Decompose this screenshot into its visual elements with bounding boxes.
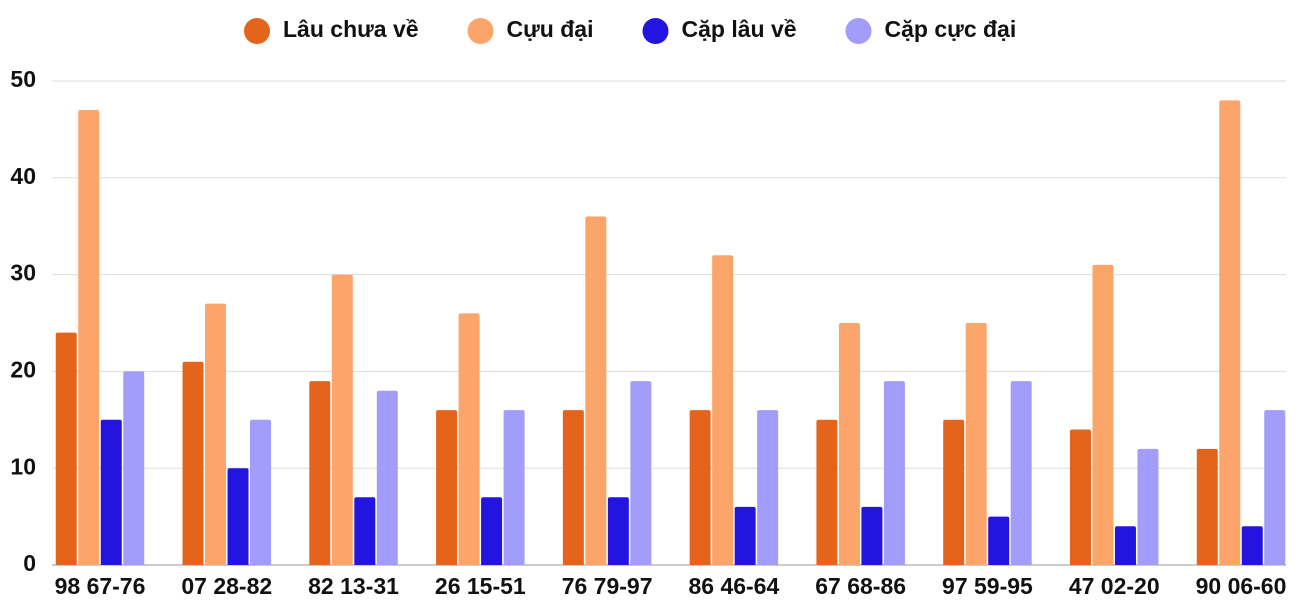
x-tick-label: 47 02-20 <box>1069 573 1160 599</box>
bar <box>689 410 711 565</box>
bar <box>1010 381 1032 565</box>
bar <box>585 216 607 565</box>
y-tick-label: 20 <box>10 356 36 382</box>
bar <box>1137 448 1159 565</box>
x-tick-label: 98 67-76 <box>55 573 146 599</box>
bar <box>861 506 883 565</box>
bar <box>503 410 525 565</box>
bar <box>734 506 756 565</box>
x-tick-label: 86 46-64 <box>688 573 779 599</box>
bar <box>1114 526 1136 565</box>
bar <box>309 381 331 565</box>
legend-marker <box>845 18 872 44</box>
legend-label: Cặp lâu về <box>681 16 796 42</box>
legend-label: Lâu chưa về <box>283 16 419 42</box>
y-tick-label: 0 <box>23 550 36 576</box>
bar <box>227 468 249 565</box>
bar <box>78 110 100 565</box>
legend-marker <box>467 18 494 44</box>
bar <box>1264 410 1286 565</box>
x-tick-label: 67 68-86 <box>815 573 906 599</box>
bar <box>331 274 353 565</box>
bar <box>1241 526 1263 565</box>
bar <box>838 323 860 565</box>
bar <box>630 381 652 565</box>
bar <box>100 419 122 565</box>
bar <box>1069 429 1091 565</box>
y-tick-label: 10 <box>10 453 36 479</box>
bar <box>458 313 480 565</box>
bar <box>123 371 145 565</box>
bar <box>1219 100 1241 566</box>
bar <box>965 323 987 565</box>
x-tick-label: 76 79-97 <box>562 573 653 599</box>
legend-marker <box>244 18 270 44</box>
x-tick-label: 82 13-31 <box>308 573 399 599</box>
bar <box>376 390 398 565</box>
bar <box>436 410 458 565</box>
bar <box>55 332 77 565</box>
x-tick-label: 97 59-95 <box>942 573 1033 599</box>
y-tick-label: 50 <box>10 66 36 92</box>
bar <box>816 419 838 565</box>
bar <box>250 419 272 565</box>
x-tick-label: 90 06-60 <box>1196 573 1287 599</box>
x-tick-label: 07 28-82 <box>181 573 272 599</box>
bar <box>205 303 227 565</box>
bar <box>562 410 584 565</box>
legend-label: Cựu đại <box>507 16 594 42</box>
legend-label: Cặp cực đại <box>885 16 1017 42</box>
bar <box>883 381 905 565</box>
bar <box>481 497 503 565</box>
bar <box>182 361 204 565</box>
bar <box>1196 448 1218 565</box>
x-tick-label: 26 15-51 <box>435 573 526 599</box>
bar <box>712 255 734 566</box>
legend-marker <box>642 18 669 44</box>
bar <box>607 497 629 565</box>
y-tick-label: 40 <box>10 163 36 189</box>
bar <box>943 419 965 565</box>
bar <box>354 497 376 565</box>
bar <box>988 516 1010 565</box>
bar <box>757 410 779 565</box>
y-tick-label: 30 <box>10 260 36 286</box>
bar <box>1092 264 1114 565</box>
